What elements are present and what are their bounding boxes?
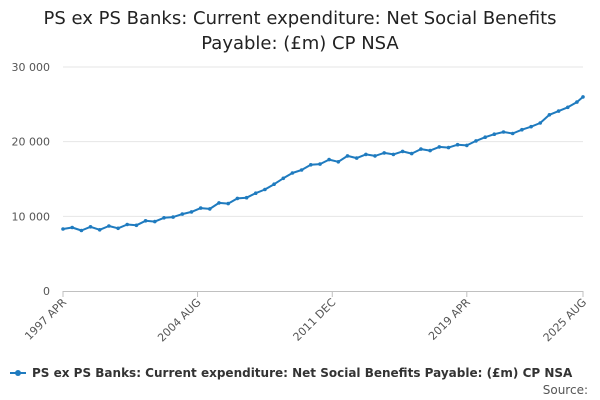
data-point[interactable] (492, 132, 497, 136)
chart-title-line-1: PS ex PS Banks: Current expenditure: Net… (43, 8, 557, 29)
legend-label: PS ex PS Banks: Current expenditure: Net… (32, 366, 573, 380)
data-point[interactable] (189, 210, 194, 214)
source-label: Source: (542, 383, 588, 397)
data-point[interactable] (70, 225, 74, 230)
chart-title-line-2: Payable: (£m) CP NSA (201, 33, 399, 54)
series-layer (61, 95, 585, 233)
y-tick-label: 0 (43, 285, 50, 298)
data-point[interactable] (520, 127, 524, 132)
data-point[interactable] (400, 149, 405, 154)
data-point[interactable] (501, 130, 506, 134)
data-point[interactable] (391, 152, 396, 157)
data-point[interactable] (465, 143, 469, 148)
data-point[interactable] (253, 191, 258, 195)
y-tick-label: 30 000 (12, 61, 51, 74)
data-point[interactable] (79, 228, 84, 233)
legend[interactable]: PS ex PS Banks: Current expenditure: Net… (10, 366, 572, 380)
data-point[interactable] (336, 160, 341, 164)
gridlines (63, 66, 583, 217)
x-tick-label: 2019 APR (426, 296, 473, 343)
data-point[interactable] (88, 225, 93, 229)
data-point[interactable] (510, 131, 515, 136)
data-point[interactable] (171, 215, 175, 219)
data-point[interactable] (345, 154, 350, 158)
data-point[interactable] (272, 182, 276, 186)
data-point[interactable] (446, 145, 451, 150)
data-point[interactable] (107, 224, 111, 228)
data-point[interactable] (198, 206, 203, 210)
data-point[interactable] (125, 222, 129, 227)
data-point[interactable] (290, 171, 295, 175)
data-point[interactable] (143, 219, 148, 223)
chart-title: PS ex PS Banks: Current expenditure: Net… (0, 6, 600, 56)
x-tick-label: 1997 APR (22, 296, 69, 343)
data-point[interactable] (299, 168, 304, 172)
data-point[interactable] (208, 207, 212, 211)
data-point[interactable] (318, 162, 322, 166)
data-point[interactable] (547, 113, 552, 117)
data-point[interactable] (419, 147, 423, 151)
data-point[interactable] (61, 227, 65, 231)
data-point[interactable] (483, 135, 488, 139)
data-point[interactable] (575, 100, 579, 104)
data-point[interactable] (309, 163, 313, 167)
data-point[interactable] (116, 226, 120, 231)
data-point[interactable] (263, 187, 267, 192)
data-point[interactable] (437, 145, 442, 149)
data-point[interactable] (581, 95, 585, 99)
data-point[interactable] (556, 109, 561, 113)
y-tick-label: 10 000 (12, 210, 51, 223)
series-line-0 (62, 95, 584, 232)
data-point[interactable] (244, 195, 249, 200)
data-point[interactable] (327, 157, 331, 162)
data-point[interactable] (180, 212, 185, 216)
legend-line-marker-icon (10, 370, 26, 376)
x-tick-label: 2004 AUG (155, 296, 204, 345)
data-point[interactable] (153, 219, 157, 224)
data-point[interactable] (474, 139, 478, 143)
data-point[interactable] (217, 201, 221, 205)
data-point[interactable] (455, 142, 460, 147)
x-tick-label: 2011 DEC (291, 296, 339, 344)
data-point[interactable] (162, 216, 166, 220)
data-point[interactable] (281, 176, 286, 181)
x-axis-tick-labels: 1997 APR 2004 AUG 2011 DEC 2019 APR 2025 AUG (22, 291, 589, 344)
data-point[interactable] (529, 124, 533, 129)
data-point[interactable] (428, 148, 432, 153)
data-point[interactable] (373, 154, 377, 158)
data-point[interactable] (566, 105, 570, 110)
data-point[interactable] (364, 152, 368, 157)
x-tick-label: 2025 AUG (541, 296, 590, 345)
y-axis-tick-labels: 0 10 000 20 000 30 000 (12, 61, 51, 298)
data-point[interactable] (235, 196, 240, 201)
data-point[interactable] (409, 151, 414, 156)
data-point[interactable] (134, 223, 139, 228)
data-point[interactable] (538, 121, 542, 125)
data-point[interactable] (226, 201, 230, 206)
data-point[interactable] (354, 156, 359, 160)
data-point[interactable] (382, 151, 387, 155)
data-point[interactable] (97, 228, 102, 232)
y-tick-label: 20 000 (12, 136, 51, 149)
